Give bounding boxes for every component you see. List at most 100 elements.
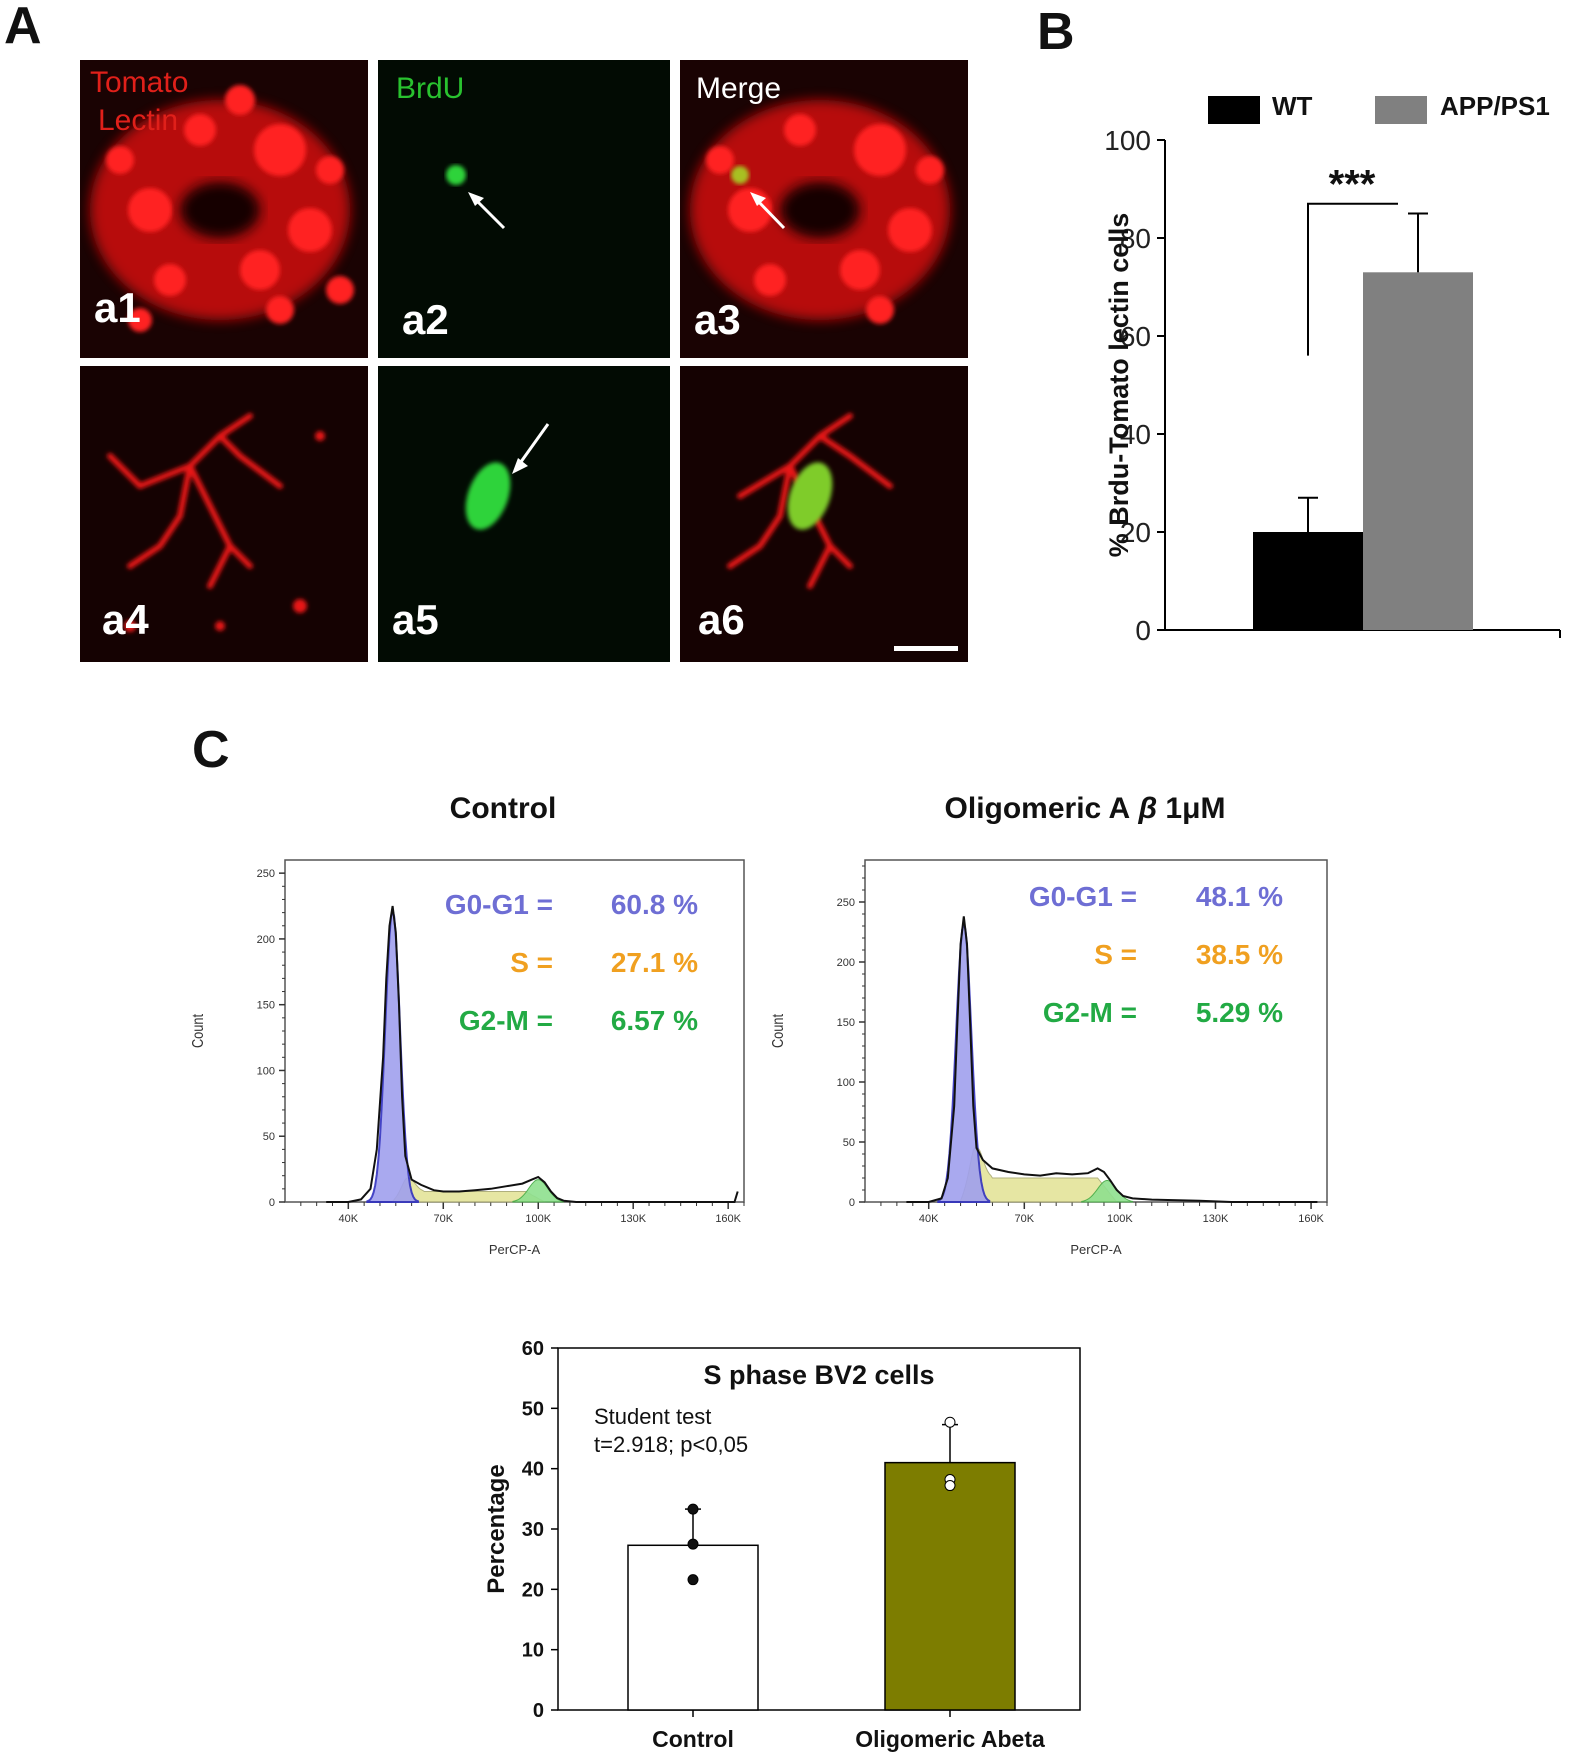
y-tick-label: 40 — [522, 1459, 544, 1481]
histogram-title-text: Control — [450, 792, 557, 825]
bar-oligomeric-abeta — [884, 1461, 1016, 1711]
micrograph-label: a1 — [94, 284, 141, 331]
x-tick-label: 70K — [433, 1213, 453, 1225]
data-point — [944, 1416, 956, 1428]
micrograph-a2: BrdU a2 — [378, 60, 670, 358]
y-tick-label: 80 — [1120, 223, 1151, 254]
data-point — [687, 1503, 699, 1515]
x-tick-label: 160K — [1298, 1213, 1324, 1225]
x-tick-label: Oligomeric Abeta — [855, 1726, 1045, 1752]
micrograph-label: a4 — [102, 596, 149, 643]
brdu-staining-image — [378, 366, 670, 662]
x-tick-label: 40K — [919, 1213, 939, 1225]
chart-title: S phase BV2 cells — [703, 1360, 934, 1390]
micrograph-a1: Tomato Lectin a1 — [80, 60, 368, 358]
micrograph-a3: Merge a3 — [680, 60, 968, 358]
data-point — [944, 1480, 956, 1492]
micrograph-title-line: BrdU — [396, 72, 465, 105]
x-axis-label: PerCP-A — [489, 1242, 541, 1257]
y-tick-label: 20 — [1120, 517, 1151, 548]
y-tick-label: 100 — [1104, 125, 1151, 156]
y-tick-label: 50 — [522, 1398, 544, 1420]
scale-bar — [894, 646, 958, 651]
phase-label-g2m: G2-M = — [459, 1005, 553, 1036]
micrograph-label: a5 — [392, 596, 439, 643]
y-tick-label: 60 — [522, 1338, 544, 1360]
chart-b: 0 20 40 60 80 100 % Brdu-Tomato lectin cells **… — [1104, 91, 1561, 646]
y-tick-label: 10 — [522, 1640, 544, 1662]
y-tick-label: 200 — [837, 957, 855, 969]
panel-label-c: C — [192, 721, 230, 779]
merge-image — [680, 60, 968, 358]
y-axis-label: Count — [770, 1014, 788, 1048]
micrograph-label: a3 — [694, 296, 741, 343]
x-tick-label: 40K — [339, 1213, 359, 1225]
y-tick-label: 50 — [843, 1137, 855, 1149]
y-tick-label: 150 — [257, 1000, 275, 1012]
y-tick-label: 150 — [837, 1017, 855, 1029]
legend-label-app-ps1: APP/PS1 — [1440, 91, 1550, 121]
y-tick-label: 0 — [1135, 615, 1151, 646]
histogram-title-greek: β — [1130, 792, 1157, 825]
histogram-title: Oligomeric A β 1μM — [945, 792, 1226, 825]
histogram-title-suffix: 1μM — [1157, 792, 1225, 825]
bar-wt — [1253, 532, 1363, 630]
phase-value-g0g1: 48.1 % — [1196, 881, 1283, 912]
micrograph-label: a6 — [698, 596, 745, 643]
y-tick-label: 40 — [1120, 419, 1151, 450]
phase-label-g2m: G2-M = — [1043, 997, 1137, 1028]
x-tick-label: Control — [652, 1726, 734, 1752]
lectin-staining-image — [80, 366, 368, 662]
y-tick-label: 250 — [257, 868, 275, 880]
stat-annotation-line: t=2.918; p<0,05 — [594, 1432, 748, 1457]
brdu-staining-image — [378, 60, 670, 358]
bar-app-ps1 — [1363, 272, 1473, 630]
micrograph-title-line: Lectin — [98, 104, 179, 137]
bar-control — [627, 1544, 759, 1711]
phase-label-s: S = — [510, 947, 553, 978]
y-tick-label: 100 — [257, 1065, 275, 1077]
g2m-fill — [1081, 1179, 1134, 1203]
chart-s-phase: 0 10 20 30 40 50 60 Percentage S phase BV2 cells… — [483, 1338, 1081, 1752]
s-phase-fill — [960, 1146, 1118, 1203]
merge-image — [680, 366, 968, 662]
x-tick-label: 100K — [1107, 1213, 1133, 1225]
significance-bracket — [1307, 202, 1398, 356]
x-tick-label: 100K — [525, 1213, 551, 1225]
y-tick-label: 0 — [849, 1197, 855, 1209]
histogram-outline — [906, 916, 1318, 1203]
y-tick-label: 60 — [1120, 321, 1151, 352]
x-tick-label: 130K — [1203, 1213, 1229, 1225]
phase-value-g2m: 5.29 % — [1196, 997, 1283, 1028]
micrograph-a5: a5 — [378, 366, 670, 662]
y-tick-label: 20 — [522, 1579, 544, 1601]
micrograph-title-line: Merge — [696, 72, 782, 105]
phase-label-g0g1: G0-G1 = — [445, 889, 553, 920]
phase-label-g0g1: G0-G1 = — [1029, 881, 1137, 912]
micrograph-a4: a4 — [80, 366, 368, 662]
lectin-staining-image — [80, 60, 368, 358]
data-point — [687, 1538, 699, 1550]
y-tick-label: 250 — [837, 897, 855, 909]
phase-label-s: S = — [1094, 939, 1137, 970]
histogram-oligomeric-abeta: Oligomeric A β 1μM 0 50 100 150 200 250 40K 70K 1… — [770, 792, 1328, 1257]
significance-label: *** — [1329, 163, 1376, 207]
y-tick-label: 0 — [269, 1197, 275, 1209]
x-axis-label: PerCP-A — [1070, 1242, 1122, 1257]
phase-value-s: 38.5 % — [1196, 939, 1283, 970]
stat-annotation-line: Student test — [594, 1404, 711, 1429]
legend-swatch-wt — [1208, 96, 1260, 124]
y-axis-label: Count — [190, 1014, 208, 1048]
phase-value-g0g1: 60.8 % — [611, 889, 698, 920]
panel-label-a: A — [4, 0, 42, 55]
y-tick-label: 30 — [522, 1519, 544, 1541]
data-point — [687, 1574, 699, 1586]
histogram-outline — [326, 905, 739, 1203]
y-tick-label: 200 — [257, 934, 275, 946]
micrograph-a6: a6 — [680, 366, 968, 662]
histogram-title-text: Oligomeric A — [945, 792, 1131, 825]
legend-swatch-app-ps1 — [1375, 96, 1427, 124]
x-tick-label: 130K — [620, 1213, 646, 1225]
panel-label-b: B — [1037, 3, 1075, 61]
x-tick-label: 70K — [1015, 1213, 1035, 1225]
